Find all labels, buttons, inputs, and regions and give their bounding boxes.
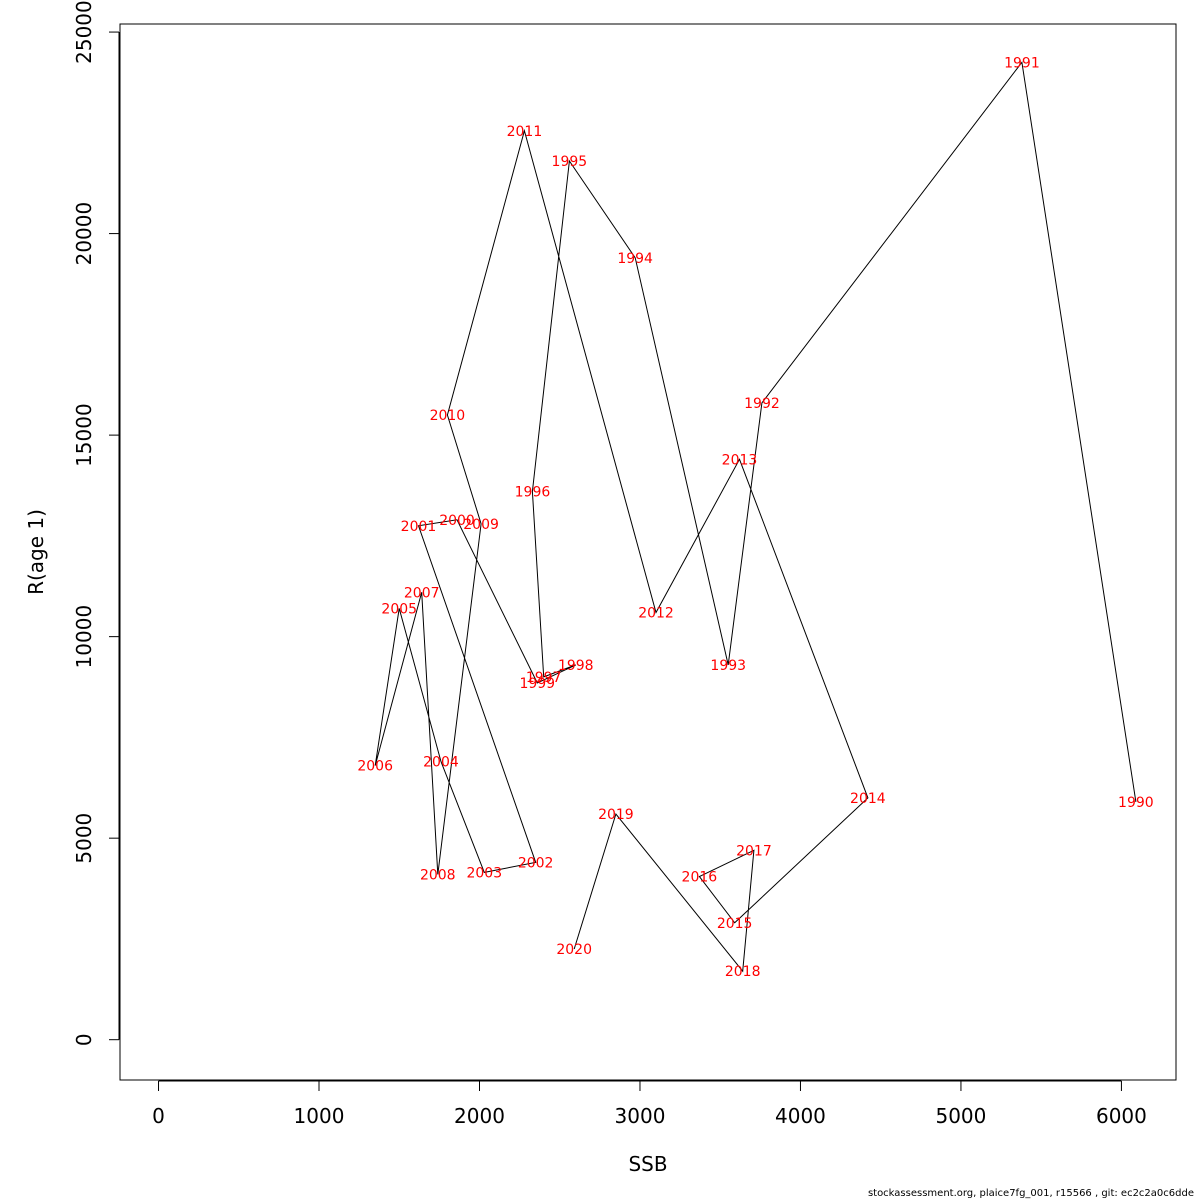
point-label-2000: 2000 [439,513,475,529]
point-label-2019: 2019 [598,807,634,823]
footer-caption: stockassessment.org, plaice7fg_001, r155… [867,1188,1194,1199]
point-label-1996: 1996 [515,485,551,501]
point-label-2011: 2011 [507,124,543,140]
point-label-2005: 2005 [381,601,417,617]
point-label-2016: 2016 [682,869,718,885]
point-label-2008: 2008 [420,867,456,883]
point-label-2002: 2002 [518,855,554,871]
point-label-2009: 2009 [463,517,499,533]
point-label-2020: 2020 [556,942,592,958]
point-label-2015: 2015 [717,916,753,932]
y-tick-label: 25000 [72,0,96,64]
point-label-1992: 1992 [744,396,780,412]
x-tick-label: 4000 [775,1104,826,1128]
point-label-1991: 1991 [1004,55,1040,71]
point-label-2006: 2006 [357,759,393,775]
point-label-1997: 1997 [526,670,562,686]
y-tick-label: 10000 [72,605,96,669]
y-axis-title: R(age 1) [24,509,48,595]
x-axis: 0 1000 2000 3000 4000 5000 6000 [152,1080,1147,1128]
point-label-2014: 2014 [850,791,886,807]
point-label-2013: 2013 [722,452,758,468]
y-tick-label: 0 [72,1033,96,1046]
point-label-1998: 1998 [558,658,594,674]
point-label-1990: 1990 [1118,795,1154,811]
x-tick-label: 0 [152,1104,165,1128]
point-label-1993: 1993 [710,658,746,674]
series-line [374,61,1137,973]
x-axis-title: SSB [628,1152,667,1176]
point-labels: 1990 1991 1992 1993 1994 1995 1996 199719981999… [357,55,1153,980]
x-tick-label: 5000 [935,1104,986,1128]
point-label-2010: 2010 [430,408,466,424]
y-tick-label: 5000 [72,813,96,864]
point-label-2018: 2018 [725,964,761,980]
point-label-2001: 2001 [401,519,437,535]
point-label-1999: 1999 [519,676,555,692]
point-label-1994: 1994 [617,251,653,267]
point-label-1995: 1995 [552,154,588,170]
point-label-2007: 2007 [404,585,440,601]
x-tick-label: 3000 [615,1104,666,1128]
point-label-2003: 2003 [466,865,502,881]
x-tick-label: 6000 [1096,1104,1147,1128]
y-axis: 0 5000 10000 15000 20000 25000 [72,0,120,1046]
x-tick-label: 2000 [454,1104,505,1128]
point-label-2012: 2012 [638,605,674,621]
y-tick-label: 15000 [72,403,96,467]
point-label-2017: 2017 [736,843,772,859]
plot-frame [119,23,1177,1081]
x-tick-label: 1000 [294,1104,345,1128]
y-tick-label: 20000 [72,202,96,266]
point-label-2004: 2004 [423,755,459,771]
